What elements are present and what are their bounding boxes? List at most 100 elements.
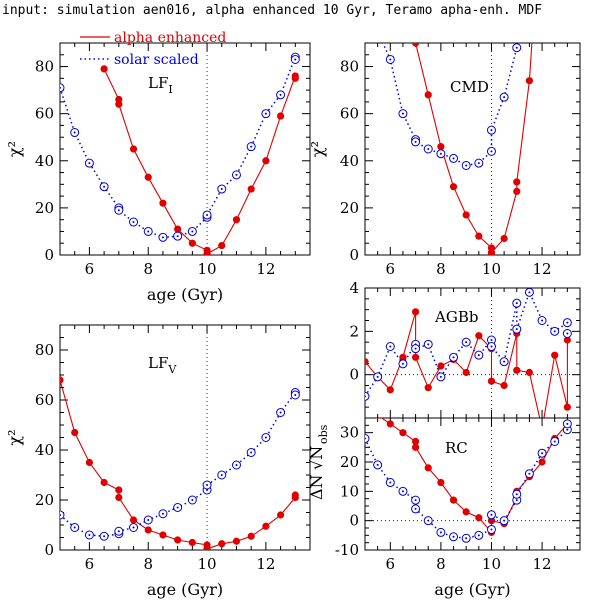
alpha-point (276, 112, 285, 120)
solar-point-center (235, 464, 238, 466)
alpha-point (129, 145, 138, 153)
solar-point-center (376, 375, 379, 378)
alpha-point (100, 478, 108, 487)
alpha-point (188, 239, 196, 247)
solar-point-center (147, 519, 150, 521)
solar-point-center (389, 345, 392, 348)
alpha-point (174, 536, 182, 544)
alpha-point (538, 458, 546, 466)
solar-point-center (161, 236, 164, 239)
alpha-point (144, 173, 152, 181)
solar-point-center (490, 150, 493, 153)
alpha-point (513, 178, 521, 186)
alpha-point (159, 531, 167, 539)
solar-point-center (439, 375, 442, 378)
alpha-point (174, 225, 182, 233)
alpha-point (188, 538, 196, 547)
alpha-point (232, 216, 241, 224)
solar-point-center (250, 451, 253, 454)
panel-label-sub: I (168, 83, 172, 96)
solar-point (60, 83, 65, 93)
alpha-point (449, 183, 458, 191)
y-tick-label: 20 (35, 491, 54, 509)
alpha-point (276, 511, 285, 519)
y-tick-label: 40 (35, 441, 54, 459)
solar-point-center (452, 356, 455, 359)
solar-point-center (490, 129, 493, 132)
panel-label: AGBb (434, 308, 478, 326)
y-tick-label: 0 (44, 246, 54, 264)
solar-point-center (365, 437, 366, 440)
solar-point-center (206, 213, 209, 216)
alpha-point (500, 234, 508, 243)
y-tick-label: 40 (35, 152, 54, 170)
solar-point-center (294, 394, 297, 396)
alpha-point (115, 100, 123, 108)
solar-point-center (515, 46, 518, 49)
y-axis-label: χ² (308, 141, 327, 157)
solar-point (365, 434, 370, 444)
alpha-point (475, 332, 483, 340)
alpha-point (437, 362, 445, 370)
solar-point-center (250, 145, 253, 148)
solar-point-center (490, 528, 493, 531)
solar-point-center (132, 221, 135, 224)
alpha-point (129, 516, 138, 524)
alpha-point (424, 464, 432, 472)
solar-point-center (503, 96, 506, 99)
x-tick-label: 10 (198, 555, 217, 573)
alpha-point (60, 376, 64, 384)
panel-label: LFI (148, 74, 173, 96)
y-axis-label: χ² (5, 429, 24, 445)
y-tick-label: -10 (335, 541, 359, 559)
alpha-point (411, 443, 420, 451)
alpha-point (115, 493, 123, 502)
solar-point-center (414, 140, 417, 143)
alpha-point (262, 157, 270, 165)
y-tick-label: 0 (44, 541, 54, 559)
solar-point (60, 510, 65, 520)
x-tick-label: 12 (256, 555, 275, 573)
solar-point-center (103, 535, 106, 538)
alpha-point (115, 486, 123, 494)
plot-frame (59, 324, 311, 551)
y-tick-label: 80 (340, 58, 359, 76)
solar-point-center (73, 526, 76, 529)
alpha-point (291, 491, 299, 499)
solar-point-center (528, 291, 531, 294)
alpha-point (424, 91, 432, 99)
solar-point-center (515, 302, 518, 305)
alpha-point (475, 232, 483, 240)
x-tick-label: 10 (482, 260, 501, 278)
alpha-point (462, 368, 470, 377)
solar-point-center (264, 112, 267, 115)
y-tick-label: 20 (340, 199, 359, 217)
solar-point-center (477, 162, 480, 165)
panel-label: RC (445, 439, 468, 457)
alpha-point (437, 478, 445, 487)
solar-point-center (389, 58, 392, 61)
alpha-point (71, 428, 79, 437)
y-tick-label: 80 (35, 58, 54, 76)
solar-point-center (117, 209, 120, 212)
solar-point-center (452, 535, 455, 538)
solar-point-center (490, 339, 493, 341)
solar-point-center (117, 530, 120, 533)
panel-agbb: 0 2 4 AGBb (349, 279, 581, 419)
y-tick-label: 20 (340, 453, 359, 471)
solar-point-center (503, 519, 506, 522)
svg-text:obs: obs (317, 424, 330, 444)
solar-point-center (503, 360, 506, 363)
plot-frame (59, 42, 311, 256)
solar-point-center (88, 162, 91, 165)
solar-point-center (206, 484, 209, 486)
solar-point-center (490, 345, 493, 348)
panel-label: LFV (148, 354, 177, 376)
solar-point-center (161, 512, 164, 515)
legend-alpha-label: alpha enhanced (114, 30, 226, 46)
alpha-point (218, 540, 226, 548)
alpha-point (500, 381, 508, 390)
alpha-point (449, 496, 458, 504)
alpha-point (386, 420, 394, 428)
panel-lf-v: 6 8 10 12 0 20 40 60 80 LFV age (Gyr) χ² (5, 324, 311, 599)
